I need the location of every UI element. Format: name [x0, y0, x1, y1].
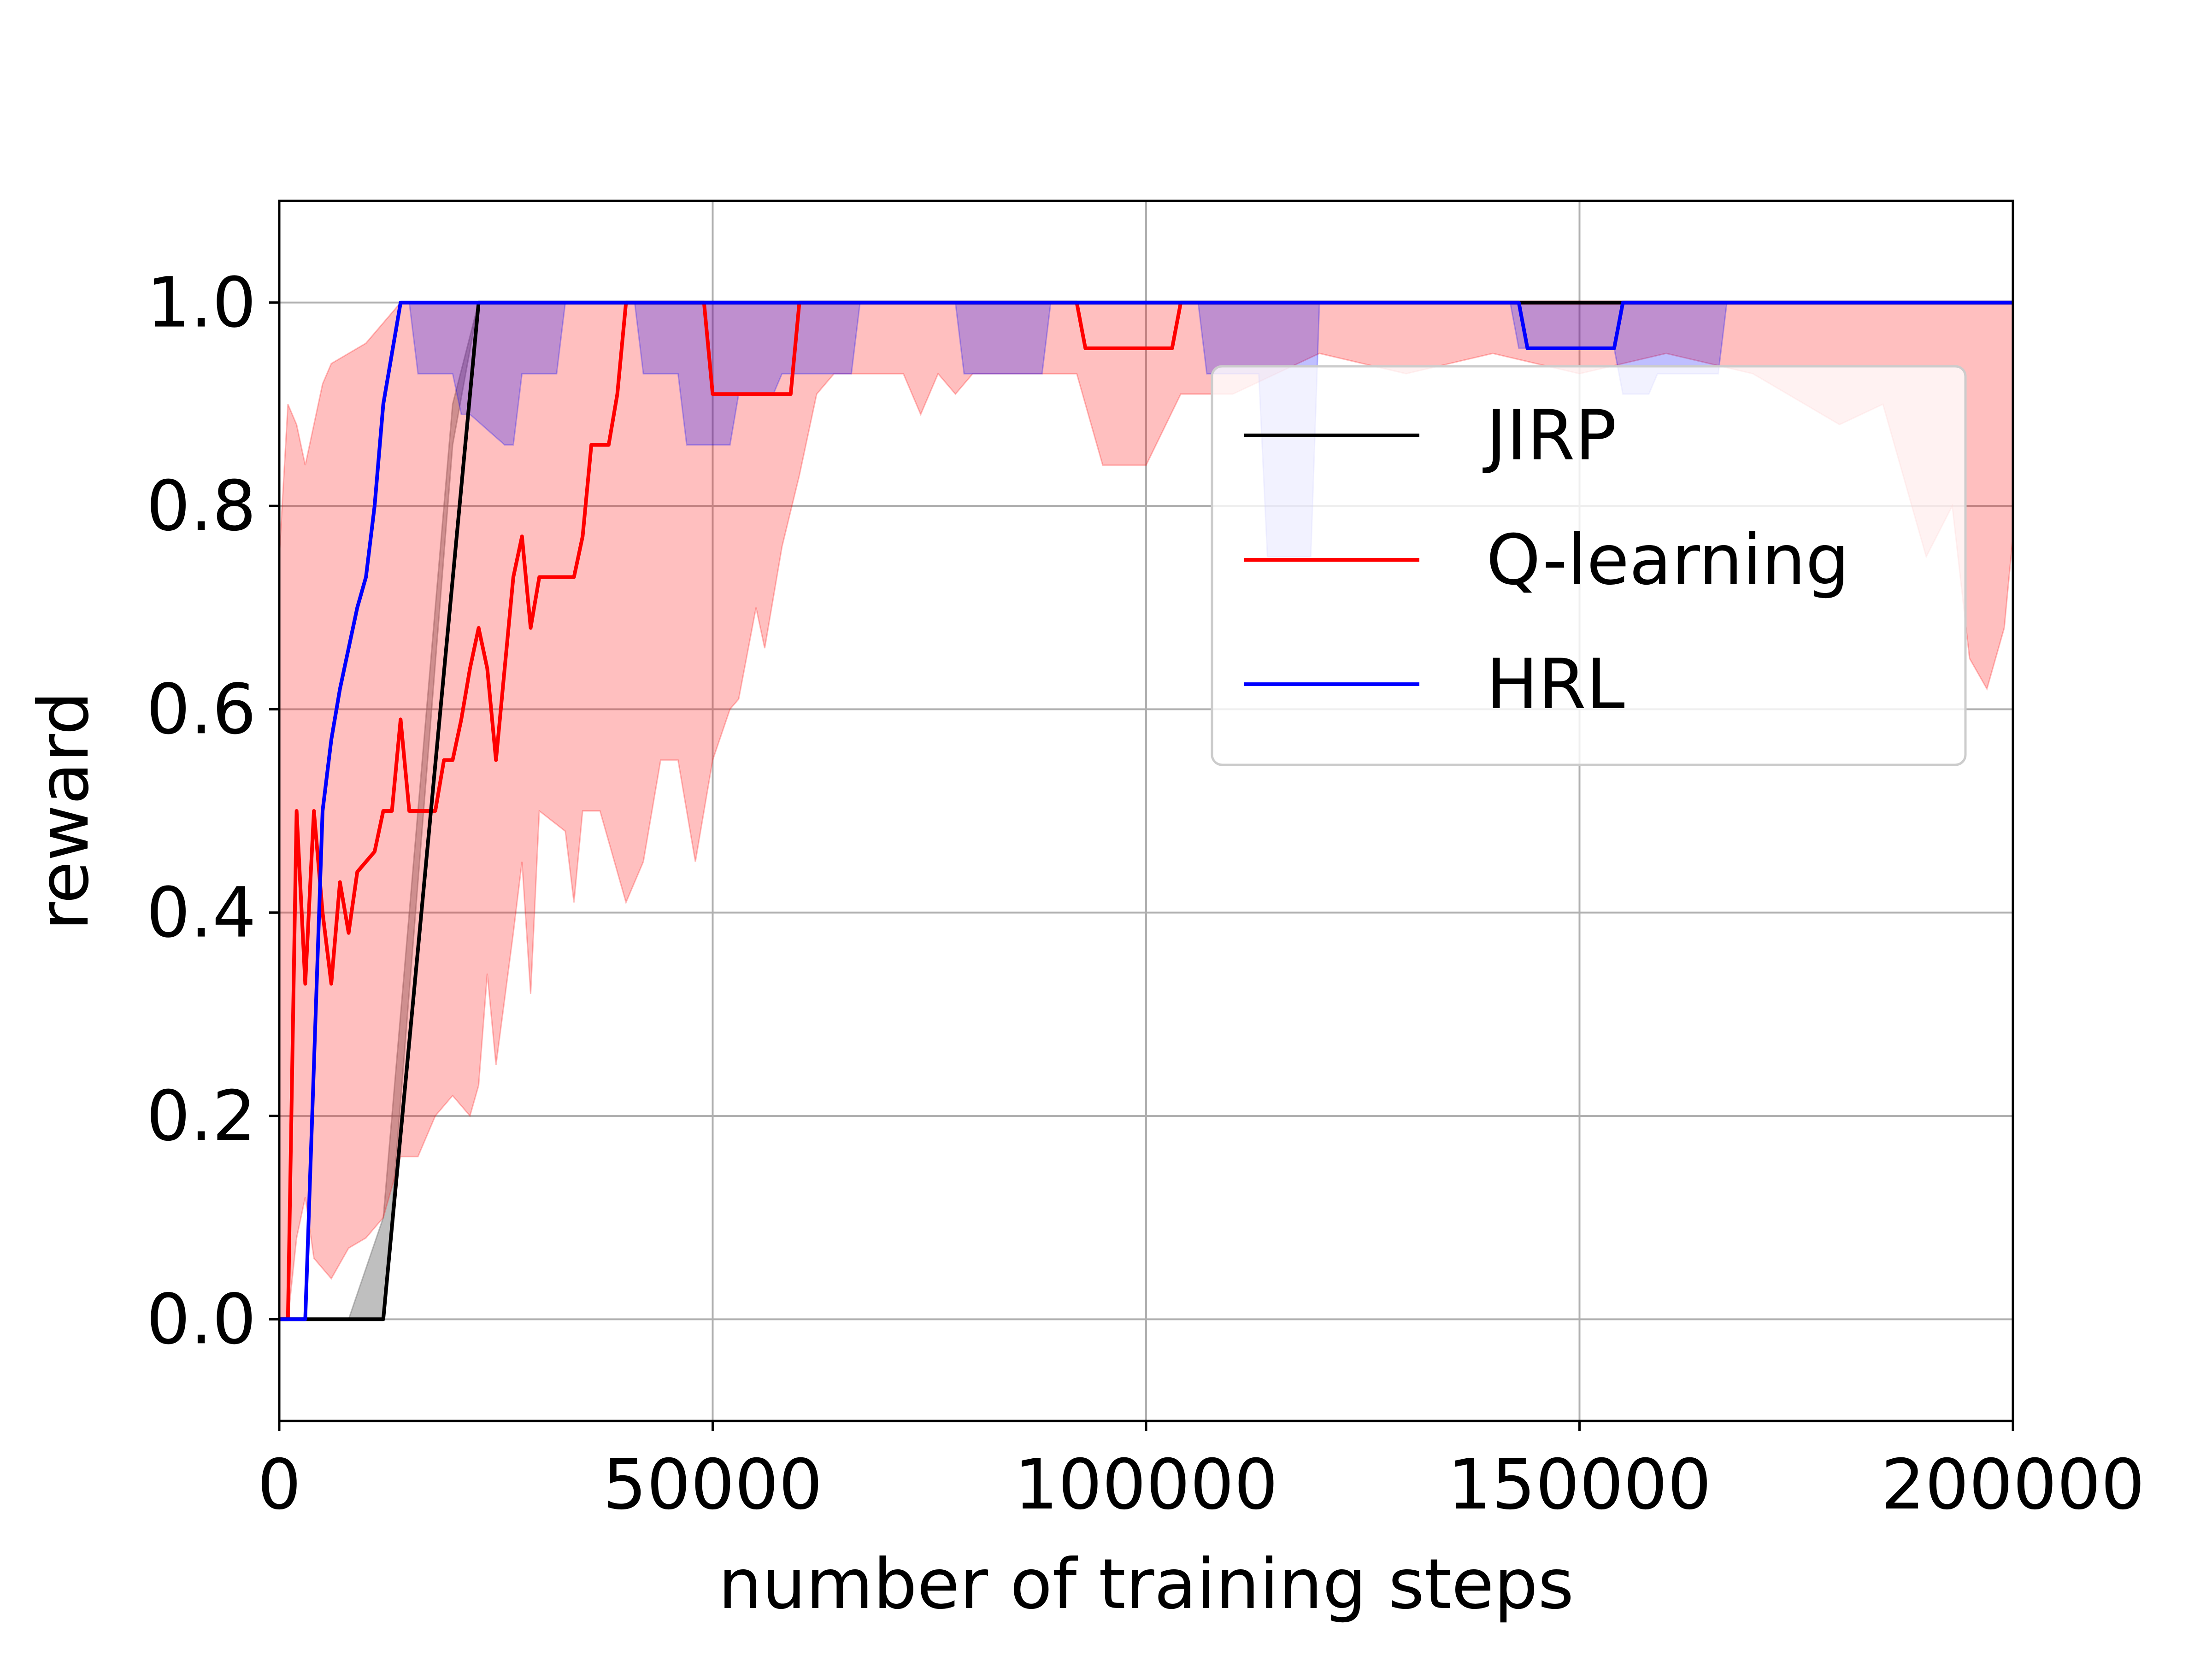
y-tick-label: 1.0 — [146, 263, 256, 343]
series-line-hrl — [279, 300, 2013, 1321]
x-axis-title: number of training steps — [718, 1544, 1574, 1625]
x-tick-label: 100000 — [1014, 1445, 1278, 1525]
y-tick-label: 0.2 — [146, 1076, 256, 1156]
x-tick-label: 50000 — [603, 1445, 823, 1525]
series-lines — [279, 300, 2013, 1321]
y-tick-label: 0.0 — [146, 1279, 256, 1360]
axis-ticks: 0 50000 100000 150000 200000 0.0 0.2 0.4 0.6 0.8 1… — [146, 263, 2145, 1525]
legend-label: JIRP — [1483, 396, 1617, 476]
legend-box — [1211, 365, 1967, 766]
x-tick-label: 150000 — [1447, 1445, 1712, 1525]
x-tick-label: 200000 — [1881, 1445, 2145, 1525]
legend-label: HRL — [1486, 645, 1625, 725]
y-tick-label: 0.8 — [146, 466, 256, 546]
y-tick-label: 0.6 — [146, 669, 256, 750]
legend: JIRP Q-learning HRL — [1211, 365, 1967, 766]
y-tick-label: 0.4 — [146, 873, 256, 953]
y-axis-title: reward — [24, 691, 104, 931]
legend-label: Q-learning — [1486, 520, 1849, 600]
x-tick-label: 0 — [257, 1445, 301, 1525]
